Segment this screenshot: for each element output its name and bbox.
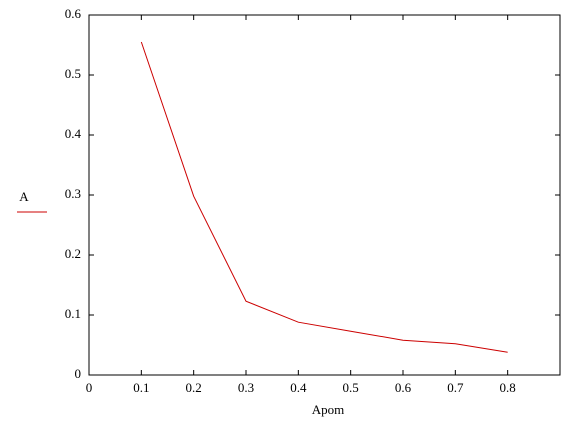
x-tick-label: 0.7: [447, 380, 464, 395]
x-tick-label: 0.2: [186, 380, 202, 395]
x-tick-label: 0.6: [395, 380, 412, 395]
x-tick-label: 0: [86, 380, 93, 395]
y-tick-label: 0.1: [65, 306, 81, 321]
y-tick-label: 0.4: [65, 126, 82, 141]
x-tick-label: 0.3: [238, 380, 254, 395]
y-tick-label: 0: [75, 366, 82, 381]
x-tick-label: 0.1: [133, 380, 149, 395]
legend-label: A: [19, 189, 29, 204]
x-tick-label: 0.8: [500, 380, 516, 395]
y-tick-label: 0.2: [65, 246, 81, 261]
x-axis-label: Apom: [312, 402, 345, 417]
y-tick-label: 0.6: [65, 6, 82, 21]
plot-frame: [88, 14, 561, 376]
y-tick-label: 0.3: [65, 186, 81, 201]
y-tick-label: 0.5: [65, 66, 81, 81]
x-tick-label: 0.4: [290, 380, 307, 395]
x-tick-label: 0.5: [343, 380, 359, 395]
data-line: [140, 41, 508, 353]
